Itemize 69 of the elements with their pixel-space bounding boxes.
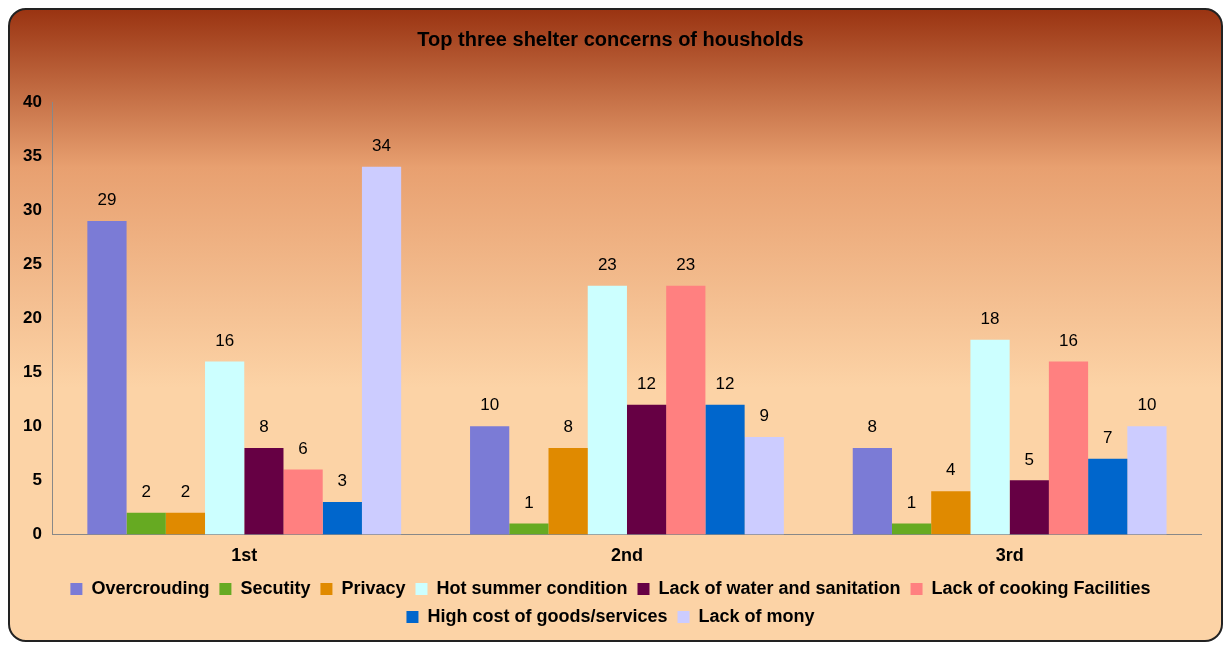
- x-tick-label: 1st: [231, 545, 258, 566]
- data-label: 3: [337, 471, 348, 491]
- data-label: 8: [867, 417, 878, 437]
- data-label: 34: [372, 136, 392, 156]
- bar: [891, 523, 932, 535]
- legend-label: Lack of mony: [698, 605, 815, 626]
- bar: [548, 447, 588, 535]
- x-tick-label: 3rd: [995, 545, 1024, 566]
- legend-label: Privacy: [341, 577, 406, 598]
- data-label: 10: [1137, 395, 1157, 415]
- bar: [322, 501, 362, 535]
- bar: [970, 339, 1010, 535]
- data-label: 16: [1059, 330, 1078, 350]
- bar: [931, 491, 971, 535]
- y-tick-label: 0: [32, 524, 42, 544]
- legend-label: Overcrouding: [91, 577, 210, 598]
- data-label: 2: [141, 481, 151, 501]
- data-label: 16: [215, 330, 235, 350]
- legend-label: High cost of goods/services: [427, 605, 668, 626]
- bar: [509, 523, 549, 535]
- y-tick-label: 40: [22, 91, 42, 111]
- bar: [744, 437, 784, 535]
- data-label: 1: [524, 492, 534, 512]
- bar: [361, 166, 402, 535]
- y-tick-label: 20: [22, 307, 42, 327]
- data-label: 1: [906, 492, 917, 512]
- data-label: 8: [259, 417, 269, 437]
- y-tick-label: 25: [22, 253, 42, 273]
- bar: [87, 220, 127, 535]
- data-label: 23: [597, 254, 617, 274]
- data-label: 9: [759, 406, 769, 426]
- chart-title: Top three shelter concerns of housholds: [417, 27, 804, 50]
- bar: [666, 285, 706, 535]
- y-tick-label: 30: [22, 199, 42, 219]
- y-tick-label: 35: [22, 145, 42, 165]
- y-tick-label: 5: [32, 470, 42, 490]
- legend-label: Hot summer condition: [436, 577, 628, 598]
- bar: [1088, 458, 1128, 535]
- x-tick-label: 2nd: [610, 545, 643, 566]
- data-label: 7: [1102, 427, 1113, 447]
- data-label: 12: [715, 373, 735, 393]
- y-tick-label: 15: [22, 361, 42, 381]
- y-tick-label: 10: [22, 415, 42, 435]
- bar: [587, 285, 627, 535]
- bar: [705, 404, 745, 535]
- bar: [283, 469, 323, 535]
- data-label: 2: [180, 481, 191, 501]
- legend-label: Secutity: [240, 577, 311, 598]
- bar: [244, 447, 284, 535]
- data-label: 18: [980, 309, 1000, 329]
- data-label: 10: [480, 395, 500, 415]
- data-label: 4: [946, 460, 956, 480]
- data-label: 23: [676, 254, 696, 274]
- bar: [205, 361, 245, 535]
- bar: [852, 447, 892, 535]
- bar: [1009, 480, 1049, 535]
- bar: [1048, 361, 1089, 535]
- data-label: 8: [563, 417, 573, 437]
- bar: [1127, 426, 1167, 535]
- data-label: 12: [637, 373, 657, 393]
- bar: [165, 512, 206, 535]
- legend-label: Lack of cooking Facilities: [931, 577, 1151, 598]
- data-label: 29: [97, 190, 117, 210]
- data-label: 5: [1024, 449, 1034, 469]
- legend-label: Lack of water and sanitation: [658, 577, 901, 598]
- data-label: 6: [298, 438, 308, 458]
- bar: [126, 512, 166, 535]
- bar: [470, 426, 510, 535]
- bar: [626, 404, 667, 535]
